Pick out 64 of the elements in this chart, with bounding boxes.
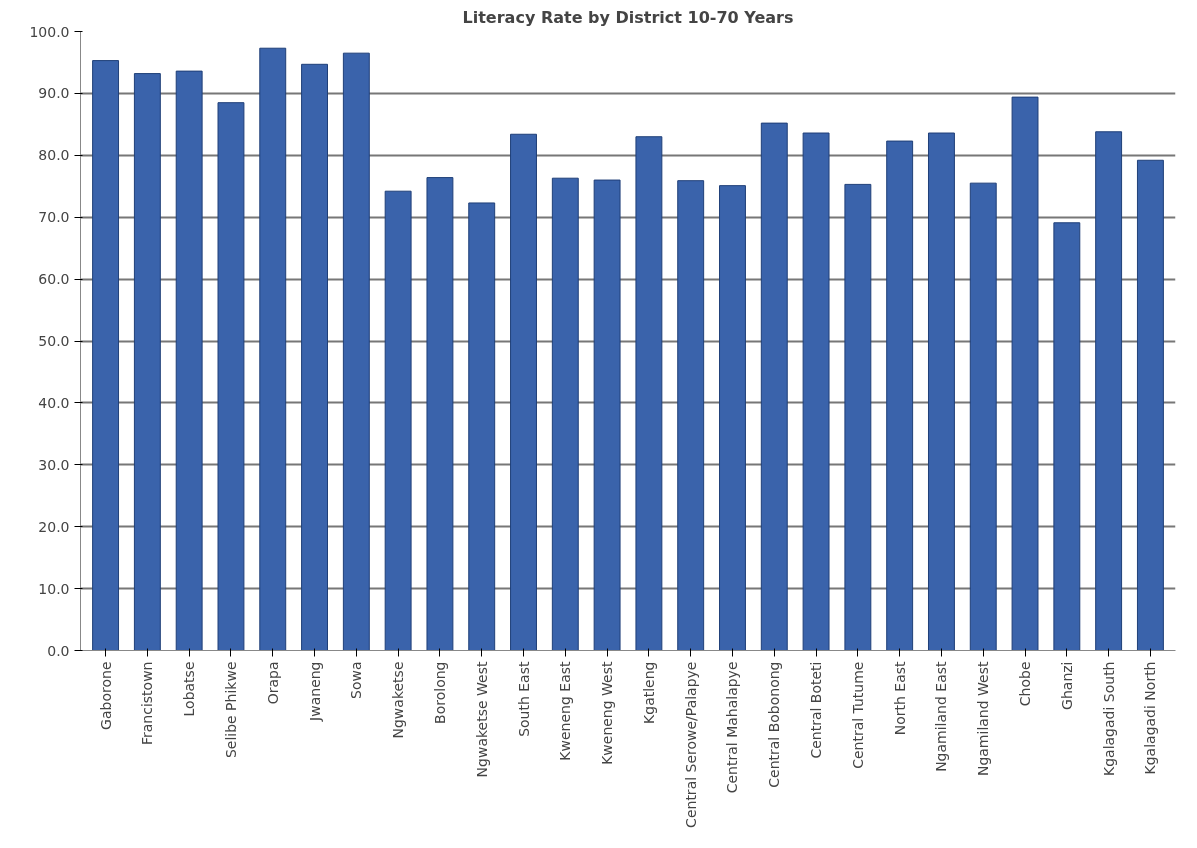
x-tick-label: Lobatse xyxy=(181,661,198,717)
x-tick-label: Sowa xyxy=(348,661,365,699)
bar xyxy=(468,202,496,651)
y-tick-label: 70.0 xyxy=(38,209,70,226)
x-tick-label: Kgalagadi South xyxy=(1100,661,1117,776)
bar xyxy=(426,177,454,651)
bar xyxy=(1095,131,1123,651)
x-tick-label: Ghanzi xyxy=(1058,661,1075,710)
bar xyxy=(1136,159,1164,651)
x-tick-label: Kweneng West xyxy=(599,660,616,765)
bar xyxy=(844,183,872,651)
x-tick-label: Kweneng East xyxy=(557,660,574,761)
x-tick-label: Ngamiland West xyxy=(975,660,992,777)
x-tick-label: South East xyxy=(515,660,532,737)
bar xyxy=(635,136,663,651)
bar xyxy=(1053,222,1081,651)
bar xyxy=(217,102,245,651)
y-tick-label: 40.0 xyxy=(38,394,70,411)
x-tick-label: Ngwaketse West xyxy=(473,660,490,778)
bar xyxy=(92,60,120,651)
x-tick-label: Francistown xyxy=(139,661,156,745)
y-tick-label: 20.0 xyxy=(38,518,70,535)
x-tick-label: Kgatleng xyxy=(640,661,657,724)
bar xyxy=(593,179,621,651)
y-tick-label: 100.0 xyxy=(29,23,70,40)
y-tick-label: 50.0 xyxy=(38,333,70,349)
bar xyxy=(969,182,997,651)
x-tick-label: Selibe Phikwe xyxy=(222,661,239,759)
bar xyxy=(259,47,287,651)
x-tick-label: Borolong xyxy=(431,661,448,724)
x-tick-label: Kgalagadi North xyxy=(1142,661,1159,775)
y-tick-label: 60.0 xyxy=(38,271,70,288)
x-tick-label: North East xyxy=(891,660,908,736)
bar xyxy=(510,133,537,651)
bar xyxy=(886,140,914,651)
bar xyxy=(384,190,412,651)
x-tick-label: Chobe xyxy=(1017,661,1034,707)
bar xyxy=(301,63,328,651)
bar xyxy=(719,185,746,651)
y-tick-label: 0.0 xyxy=(47,642,70,659)
bar xyxy=(551,177,579,651)
bar xyxy=(175,70,203,651)
y-tick-label: 80.0 xyxy=(38,147,70,164)
y-tick-label: 90.0 xyxy=(38,85,70,102)
x-tick-label: Ngamiland East xyxy=(933,660,950,772)
y-tick-label: 30.0 xyxy=(38,456,70,473)
x-tick-label: Central Mahalapye xyxy=(724,661,741,794)
x-tick-label: Jwaneng xyxy=(306,661,323,722)
x-tick-label: Central Boteti xyxy=(808,661,825,759)
x-tick-label: Central Bobonong xyxy=(766,661,783,788)
bar xyxy=(677,180,705,651)
bar xyxy=(1011,96,1039,651)
x-tick-label: Central Tutume xyxy=(849,661,866,769)
bar xyxy=(760,122,788,651)
x-tick-label: Gaborone xyxy=(97,661,114,730)
x-tick-label: Central Serowe/Palapye xyxy=(682,661,699,828)
bar xyxy=(342,52,370,651)
bar xyxy=(802,132,830,651)
bar xyxy=(928,132,955,651)
y-tick-label: 10.0 xyxy=(38,580,70,597)
x-tick-label: Ngwaketse xyxy=(390,661,407,739)
x-tick-label: Orapa xyxy=(264,661,281,705)
bar xyxy=(133,73,161,651)
chart-title: Literacy Rate by District 10-70 Years xyxy=(462,7,794,27)
